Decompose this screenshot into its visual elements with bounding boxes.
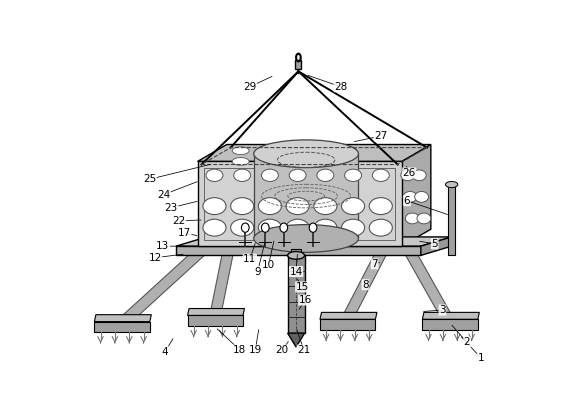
Ellipse shape [259,147,276,154]
Ellipse shape [286,147,303,154]
Text: 11: 11 [243,254,257,264]
Ellipse shape [403,191,417,202]
Text: 18: 18 [233,345,247,355]
Text: 8: 8 [362,280,368,290]
Text: 7: 7 [371,259,378,269]
Ellipse shape [342,219,364,236]
Ellipse shape [231,198,254,215]
Ellipse shape [203,219,226,236]
Polygon shape [198,161,402,246]
Ellipse shape [258,219,282,236]
Polygon shape [94,322,150,332]
Polygon shape [94,315,152,322]
Polygon shape [422,319,478,330]
Polygon shape [176,246,421,255]
Ellipse shape [254,140,359,168]
Ellipse shape [415,191,429,202]
Ellipse shape [258,198,282,215]
Ellipse shape [289,169,306,181]
Text: 16: 16 [298,295,312,305]
Ellipse shape [203,198,226,215]
Ellipse shape [314,219,337,236]
Text: 24: 24 [157,190,170,200]
Ellipse shape [261,169,279,181]
Ellipse shape [254,225,359,252]
Ellipse shape [206,169,223,181]
Text: 22: 22 [173,216,185,226]
Ellipse shape [280,223,287,232]
Polygon shape [198,144,431,161]
Ellipse shape [231,219,254,236]
Ellipse shape [345,169,361,181]
Text: 21: 21 [297,345,310,355]
Ellipse shape [317,169,334,181]
Text: 13: 13 [156,241,170,251]
Ellipse shape [287,251,304,259]
Ellipse shape [286,198,309,215]
Text: 10: 10 [262,260,275,271]
Ellipse shape [417,213,431,224]
Ellipse shape [373,169,389,181]
Text: 4: 4 [162,347,168,356]
Ellipse shape [232,158,249,165]
Ellipse shape [234,169,251,181]
Polygon shape [421,237,452,255]
Ellipse shape [314,198,337,215]
Ellipse shape [340,158,357,165]
Text: 17: 17 [178,228,191,238]
Ellipse shape [340,147,357,154]
Bar [448,185,455,255]
Polygon shape [320,319,375,330]
Ellipse shape [232,147,249,154]
Text: 3: 3 [439,305,446,315]
Polygon shape [188,315,243,326]
Bar [291,249,301,255]
Polygon shape [320,312,377,319]
Ellipse shape [259,158,276,165]
Polygon shape [176,237,452,246]
Ellipse shape [405,213,419,224]
Ellipse shape [313,158,330,165]
Polygon shape [402,144,431,246]
Ellipse shape [241,223,249,232]
Polygon shape [287,255,304,333]
Polygon shape [405,248,455,326]
Ellipse shape [412,170,426,181]
Text: 14: 14 [290,266,303,276]
Bar [296,60,301,69]
Ellipse shape [309,223,317,232]
Bar [203,168,395,240]
Text: 2: 2 [463,337,470,347]
Text: 15: 15 [296,282,309,292]
Text: 25: 25 [143,174,156,184]
Text: 19: 19 [249,345,262,355]
Text: 12: 12 [149,253,162,263]
Polygon shape [287,333,304,347]
Polygon shape [343,248,387,320]
Ellipse shape [369,219,392,236]
Polygon shape [254,154,359,239]
Ellipse shape [401,170,415,181]
Text: 28: 28 [334,82,347,92]
Polygon shape [118,247,205,327]
Text: 29: 29 [243,82,257,92]
Text: 26: 26 [403,168,416,178]
Polygon shape [188,308,244,315]
Ellipse shape [313,147,330,154]
Ellipse shape [286,158,303,165]
Ellipse shape [369,198,392,215]
Polygon shape [422,312,479,319]
Text: 9: 9 [254,266,261,276]
Polygon shape [210,250,234,317]
Ellipse shape [261,223,269,232]
Ellipse shape [342,198,364,215]
Ellipse shape [445,181,458,188]
Text: 6: 6 [403,196,410,206]
Text: 20: 20 [276,345,289,355]
Ellipse shape [286,219,309,236]
Text: 27: 27 [374,131,388,141]
Text: 23: 23 [165,203,178,212]
Text: 1: 1 [477,353,484,363]
Text: 5: 5 [431,239,438,249]
